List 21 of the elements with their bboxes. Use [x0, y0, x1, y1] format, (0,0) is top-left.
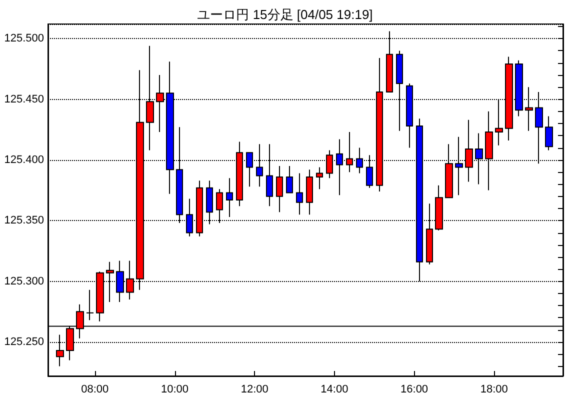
y-tick-label: 125.250: [4, 336, 44, 348]
candlestick: [286, 166, 293, 194]
x-tick-label: 18:00: [480, 384, 508, 396]
candlestick: [276, 166, 283, 213]
x-tick-label: 08:00: [81, 384, 109, 396]
y-tick-label: 125.500: [4, 32, 44, 45]
candlestick: [545, 116, 553, 151]
x-tick-label: 14:00: [320, 384, 348, 396]
chart-title: ユーロ円 15分足 [04/05 19:19]: [197, 7, 373, 22]
candlestick: [86, 289, 94, 321]
candlestick: [306, 169, 313, 216]
x-tick-label: 16:00: [400, 384, 428, 396]
y-tick-label: 125.450: [4, 93, 44, 106]
y-tick-label: 125.400: [4, 154, 44, 166]
x-tick-label: 10:00: [160, 384, 189, 396]
candlestick: [296, 172, 303, 216]
candlestick: [316, 166, 323, 190]
y-tick-label: 125.350: [4, 214, 44, 227]
y-tick-label: 125.300: [4, 275, 44, 288]
x-tick-label: 12:00: [240, 384, 268, 396]
candlestick: [226, 178, 233, 218]
